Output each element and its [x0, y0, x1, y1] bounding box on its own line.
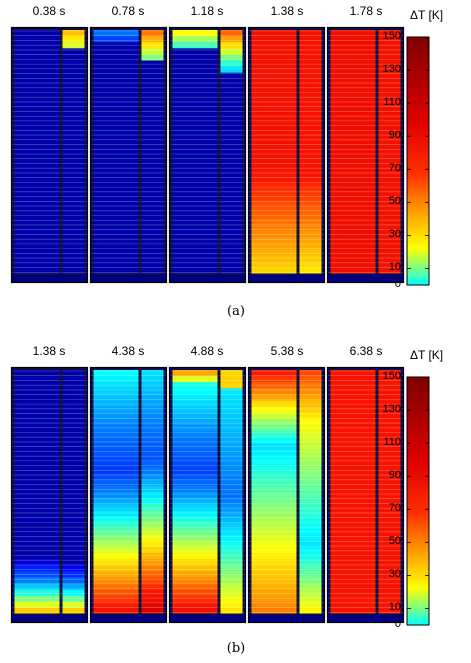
colorbar-tick-label: 90	[388, 129, 401, 142]
snapshot-layer-a-0	[10, 26, 89, 284]
time-label-b-4: 6.38 s	[349, 344, 383, 358]
colorbar-tick-label: 110	[383, 96, 401, 109]
time-label-a-3: 1.38 s	[270, 4, 304, 18]
snapshot-layer-b-4	[326, 366, 405, 624]
time-label-b-2: 4.88 s	[190, 344, 224, 358]
caption-a: (a)	[227, 304, 245, 319]
colorbar-tick-label: 0	[394, 618, 401, 630]
colorbar-tick-label: 50	[388, 195, 401, 208]
colorbar-tick-label: 150	[382, 30, 401, 42]
colorbar-tick-label: 90	[388, 469, 401, 482]
snapshot-frame	[168, 366, 247, 624]
colorbar-tick-label: 110	[383, 436, 401, 449]
time-label-a-1: 0.78 s	[111, 4, 145, 18]
time-label-b-1: 4.38 s	[111, 344, 145, 358]
colorbar-tick-label: 150	[382, 370, 401, 382]
caption-b: (b)	[226, 641, 246, 656]
snapshot-layer-b-0	[10, 366, 89, 624]
snapshot-frame	[89, 26, 168, 284]
colorbar-tick-label: 30	[388, 568, 401, 581]
snapshot-frame	[10, 366, 89, 624]
colorbar-unit-b: ΔT [K]	[410, 348, 444, 362]
colorbar-unit-a: ΔT [K]	[410, 8, 444, 22]
time-label-a-4: 1.78 s	[349, 4, 383, 18]
time-label-a-0: 0.38 s	[32, 4, 66, 18]
snapshot-layer-a-2	[168, 26, 247, 284]
panel-a-graphics	[10, 26, 430, 286]
snapshot-layer-b-3	[247, 366, 326, 624]
colorbar-tick-label: 0	[394, 278, 401, 290]
time-label-a-2: 1.18 s	[190, 4, 224, 18]
time-label-b-0: 1.38 s	[32, 344, 66, 358]
colorbar-tick-label: 10	[388, 261, 401, 274]
time-label-b-3: 5.38 s	[270, 344, 304, 358]
snapshot-frame	[326, 366, 405, 624]
colorbar-tick-label: 130	[382, 63, 401, 76]
snapshot-layer-a-4	[326, 26, 405, 284]
colorbar-tick-label: 30	[388, 228, 401, 241]
snapshot-frame	[247, 26, 326, 284]
panel-b-graphics	[10, 366, 430, 626]
snapshot-frame	[247, 366, 326, 624]
colorbar	[406, 36, 430, 286]
snapshot-frame	[168, 26, 247, 284]
snapshot-layer-a-3	[247, 26, 326, 284]
snapshot-frame	[326, 26, 405, 284]
snapshot-frame	[89, 366, 168, 624]
snapshot-layer-a-1	[89, 26, 168, 284]
colorbar-tick-label: 130	[382, 403, 401, 416]
snapshot-frame	[10, 26, 89, 284]
colorbar-tick-label: 70	[388, 502, 401, 515]
colorbar	[406, 376, 430, 626]
colorbar-tick-label: 50	[388, 535, 401, 548]
colorbar-tick-label: 70	[388, 162, 401, 175]
snapshot-layer-b-2	[168, 366, 247, 624]
colorbar-tick-label: 10	[388, 601, 401, 614]
snapshot-layer-b-1	[89, 366, 168, 624]
